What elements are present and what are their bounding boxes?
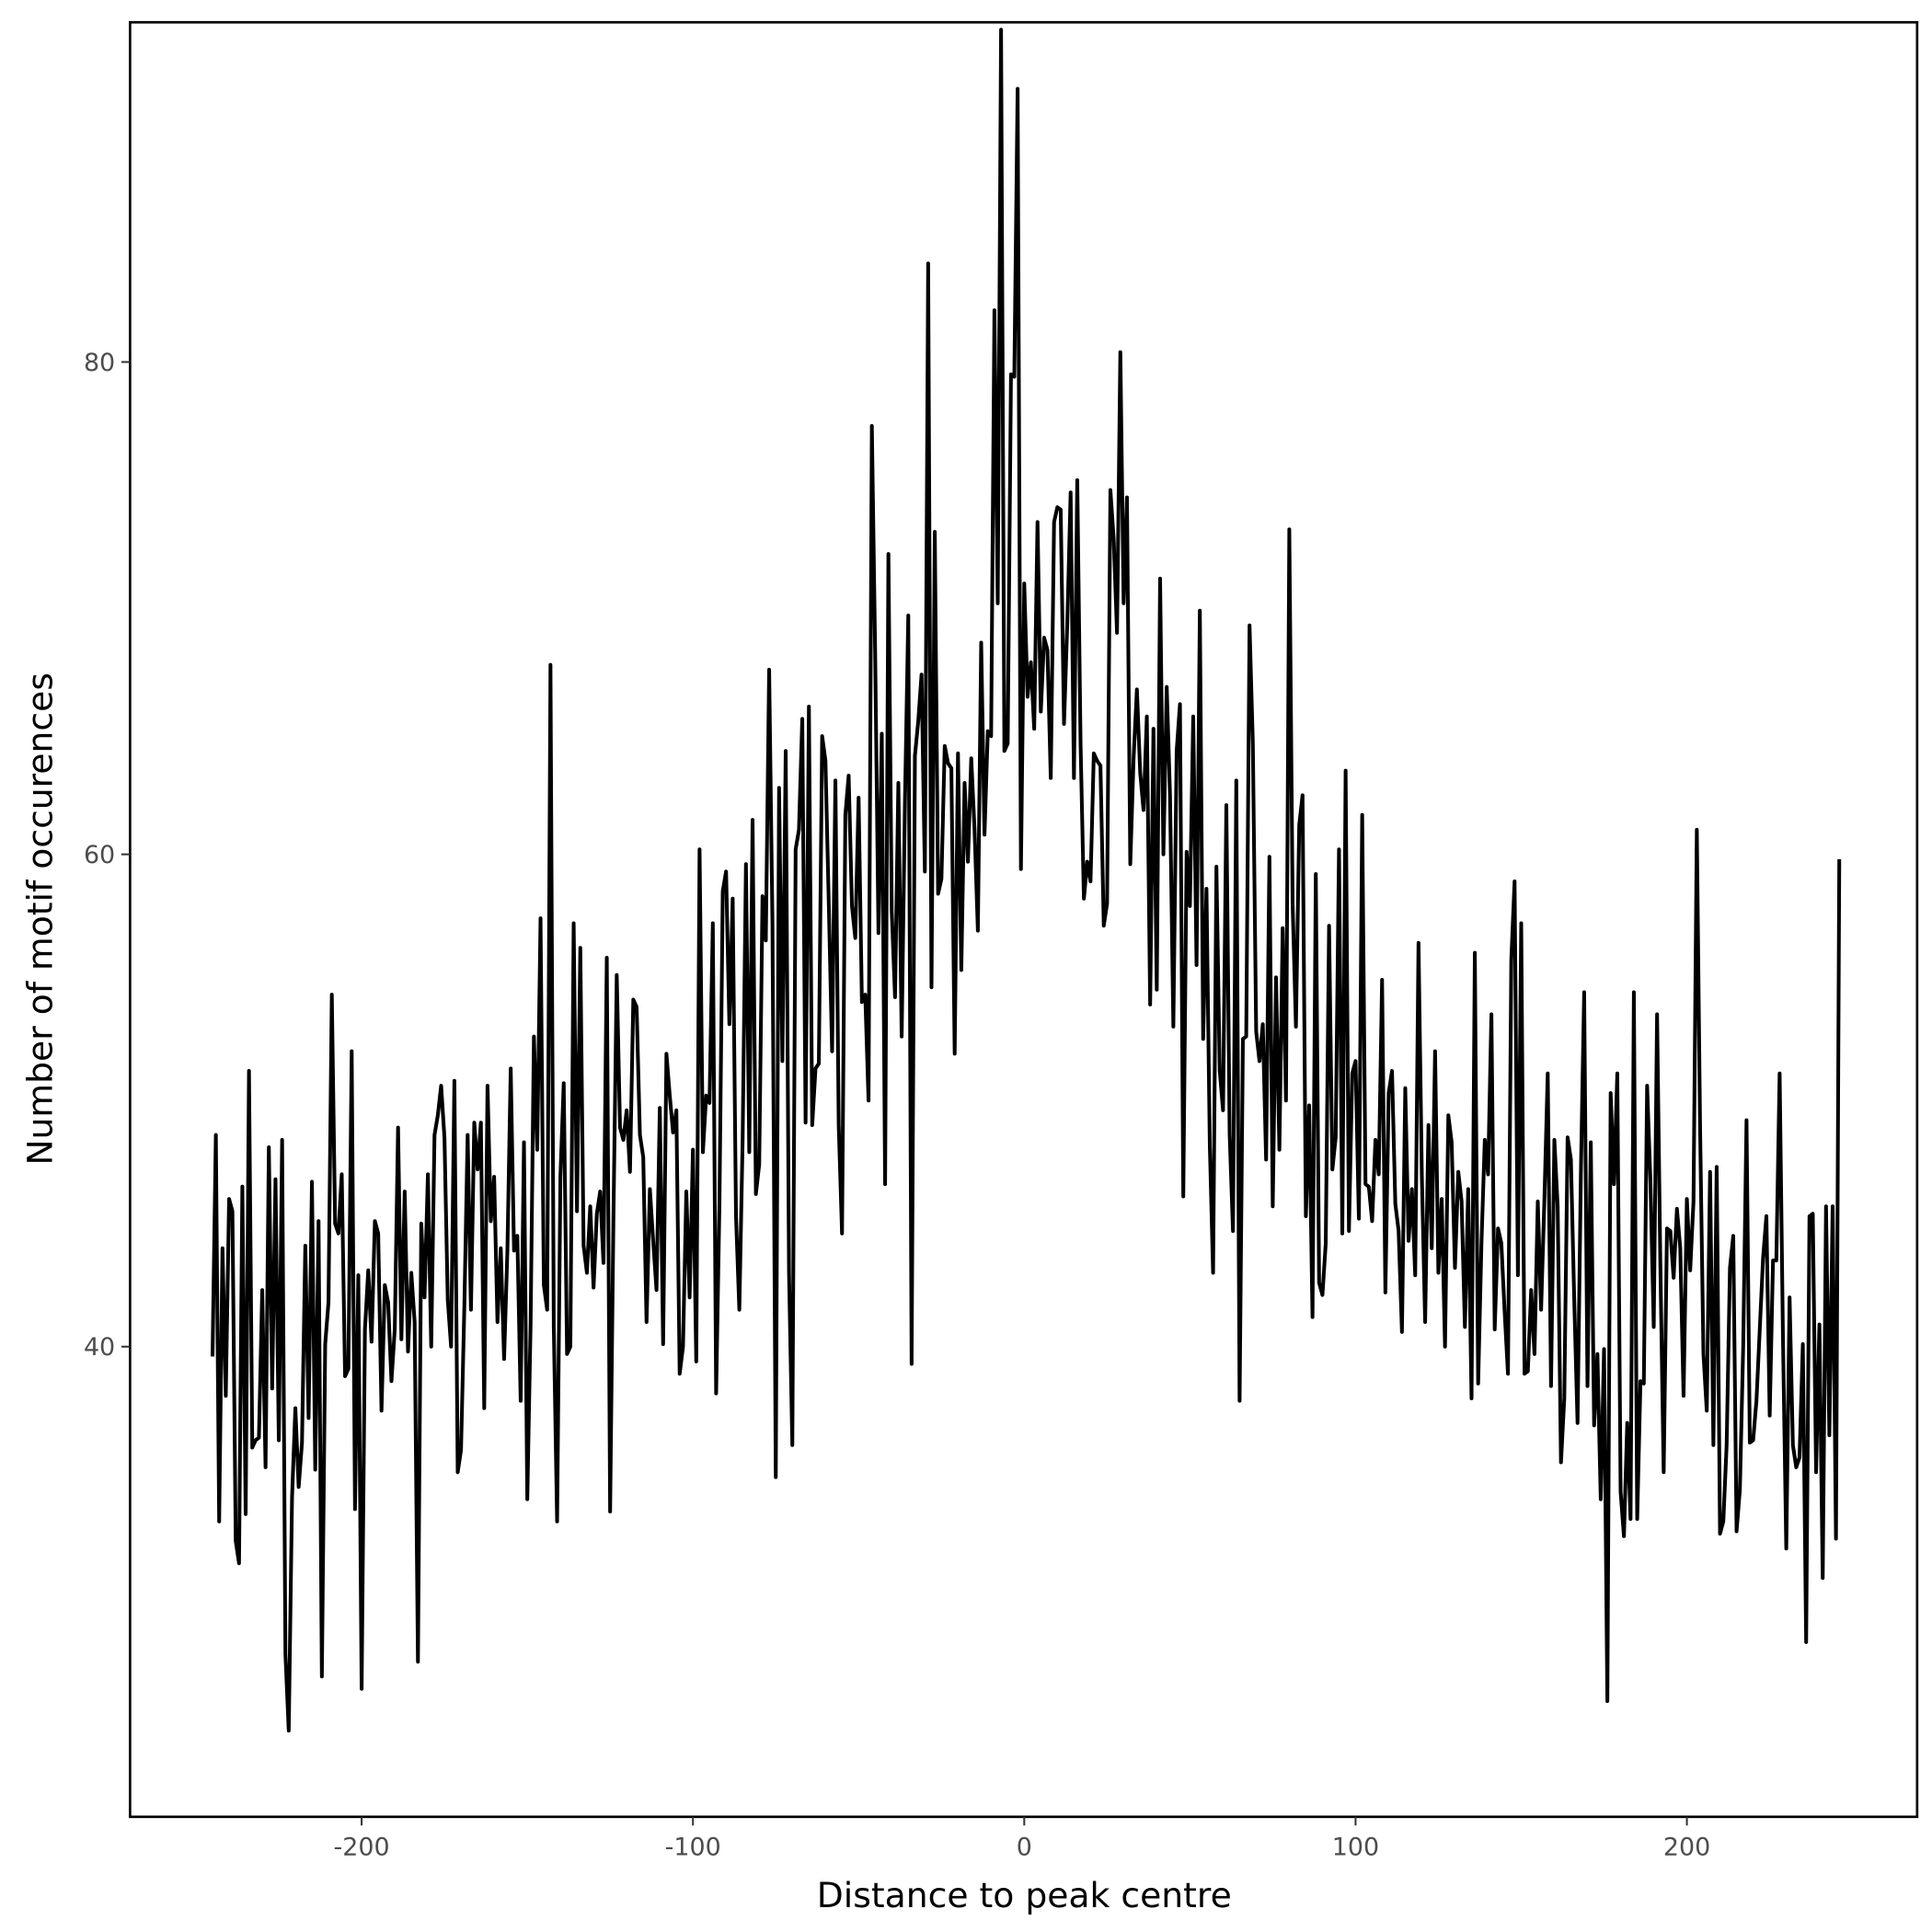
- y-tick-label: 60: [84, 841, 115, 869]
- x-axis-title: Distance to peak centre: [817, 1875, 1232, 1915]
- x-tick-label: 0: [1017, 1834, 1032, 1862]
- y-tick-label: 80: [84, 349, 115, 377]
- x-tick-label: 200: [1663, 1834, 1710, 1862]
- y-axis-title: Number of motif occurences: [20, 673, 61, 1166]
- panel-border: [129, 20, 1919, 1819]
- x-tick-label: -100: [665, 1834, 721, 1862]
- y-tick-label: 40: [84, 1333, 115, 1362]
- x-tick-label: -200: [334, 1834, 390, 1862]
- x-tick-label: 100: [1332, 1834, 1379, 1862]
- data-line: [210, 28, 1842, 1733]
